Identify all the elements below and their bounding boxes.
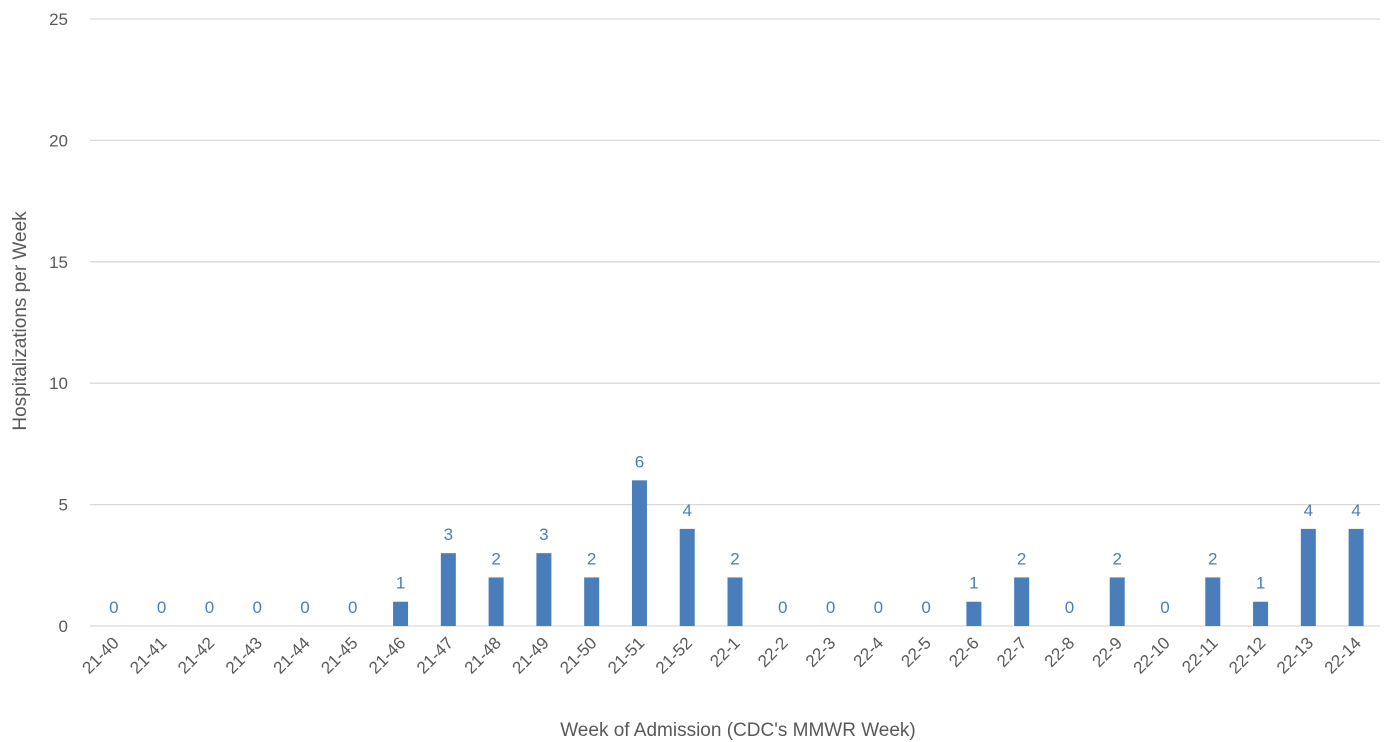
x-tick-label-21-48: 21-48 [461,633,505,677]
x-tick-label-21-41: 21-41 [126,633,170,677]
data-label-21-45: 0 [348,598,357,617]
x-tick-label-21-49: 21-49 [509,633,553,677]
data-label-21-52: 4 [682,501,691,520]
y-tick-label: 5 [59,496,68,515]
data-label-22-3: 0 [826,598,835,617]
data-label-22-6: 1 [969,574,978,593]
bar-22-7 [1014,577,1030,626]
bar-22-9 [1109,577,1125,626]
x-tick-label-21-44: 21-44 [270,633,314,677]
x-tick-label-22-14: 22-14 [1321,633,1365,677]
data-label-22-4: 0 [874,598,883,617]
x-tick-label-22-10: 22-10 [1130,633,1174,677]
bar-21-52 [679,528,695,626]
bar-21-47 [440,553,456,626]
x-tick-label-21-46: 21-46 [365,633,409,677]
bar-22-13 [1300,528,1316,626]
data-label-22-13: 4 [1304,501,1313,520]
data-label-21-42: 0 [205,598,214,617]
x-tick-label-22-7: 22-7 [993,633,1030,670]
x-tick-label-21-40: 21-40 [79,633,123,677]
x-tick-label-21-51: 21-51 [604,633,648,677]
x-tick-label-22-13: 22-13 [1273,633,1317,677]
data-label-21-49: 3 [539,525,548,544]
bar-21-46 [393,601,409,626]
data-label-22-1: 2 [730,549,739,568]
y-axis-ticks: 0 5 10 15 20 25 [49,10,68,636]
y-tick-label: 15 [49,253,68,272]
x-tick-label-21-42: 21-42 [174,633,218,677]
x-tick-label-22-9: 22-9 [1089,633,1126,670]
x-tick-label-21-45: 21-45 [317,633,361,677]
bar-22-14 [1348,528,1364,626]
data-label-21-43: 0 [252,598,261,617]
data-label-22-11: 2 [1208,549,1217,568]
bar-22-11 [1205,577,1221,626]
data-label-22-7: 2 [1017,549,1026,568]
data-label-21-40: 0 [109,598,118,617]
data-label-22-5: 0 [921,598,930,617]
y-tick-label: 0 [59,617,68,636]
data-label-22-14: 4 [1351,501,1360,520]
bar-21-48 [488,577,504,626]
x-tick-label-22-2: 22-2 [754,633,791,670]
x-tick-label-22-12: 22-12 [1225,633,1269,677]
data-labels: 0 0 0 0 0 0 1 3 2 3 2 6 4 2 0 0 0 0 1 2 0 2 0 2 1 4 4 [109,452,1361,617]
data-label-21-48: 2 [491,549,500,568]
x-axis-ticks: 21-40 21-41 21-42 21-43 21-44 21-45 21-46 21-47… [79,633,1365,677]
data-label-22-10: 0 [1160,598,1169,617]
x-tick-label-22-5: 22-5 [897,633,934,670]
x-tick-label-22-11: 22-11 [1178,633,1221,676]
gridlines [90,18,1380,627]
bar-22-12 [1253,601,1269,626]
y-axis-title: Hospitalizations per Week [10,211,31,431]
bar-22-6 [966,601,982,626]
x-tick-label-21-50: 21-50 [556,633,600,677]
data-label-21-51: 6 [635,452,644,471]
data-label-21-50: 2 [587,549,596,568]
bar-21-49 [536,553,552,626]
x-tick-label-22-3: 22-3 [802,633,839,670]
x-tick-label-21-52: 21-52 [652,633,696,677]
x-tick-label-22-6: 22-6 [945,633,982,670]
bar-22-1 [727,577,743,626]
data-label-21-46: 1 [396,574,405,593]
data-label-22-9: 2 [1112,549,1121,568]
x-axis-title: Week of Admission (CDC's MMWR Week) [560,720,916,741]
x-tick-label-22-1: 22-1 [706,633,743,670]
bar-21-51 [631,480,647,626]
data-label-22-2: 0 [778,598,787,617]
x-tick-label-21-47: 21-47 [413,633,457,677]
y-tick-label: 20 [49,131,68,150]
x-tick-label-21-43: 21-43 [222,633,266,677]
x-tick-label-22-8: 22-8 [1041,633,1078,670]
y-tick-label: 25 [49,10,68,29]
bar-21-50 [584,577,600,626]
data-label-22-8: 0 [1065,598,1074,617]
x-tick-label-22-4: 22-4 [850,633,887,670]
data-label-22-12: 1 [1256,574,1265,593]
data-label-21-41: 0 [157,598,166,617]
bars [393,480,1364,626]
data-label-21-47: 3 [444,525,453,544]
y-tick-label: 10 [49,374,68,393]
data-label-21-44: 0 [300,598,309,617]
